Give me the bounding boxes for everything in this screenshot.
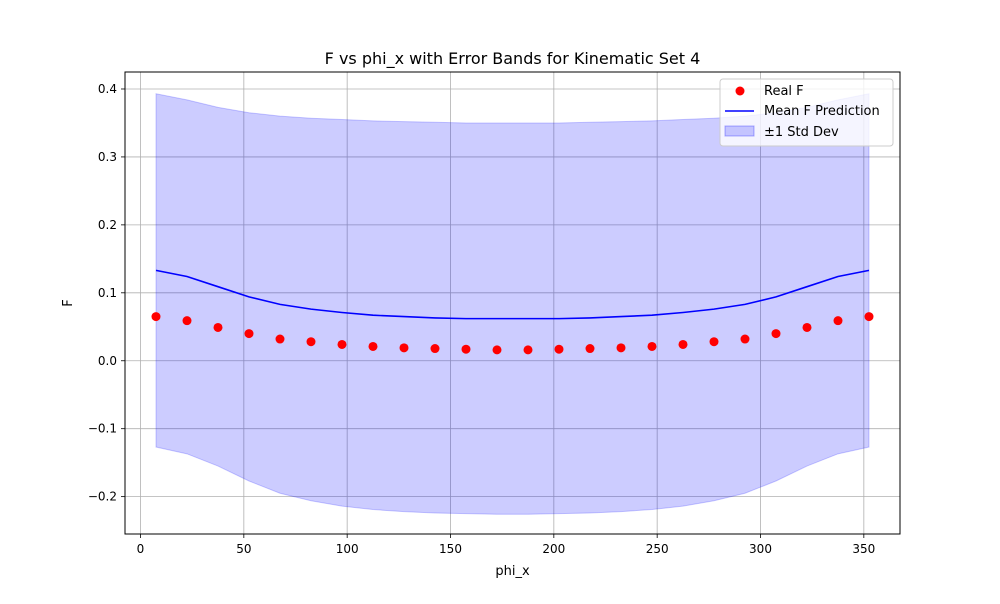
- y-tick-label: 0.4: [98, 82, 117, 96]
- real-f-point: [461, 344, 471, 354]
- legend-box: [719, 78, 894, 147]
- y-tick-label: −0.1: [88, 422, 117, 436]
- x-tick-label: 350: [852, 542, 875, 556]
- std-band-layer: [155, 93, 870, 515]
- real-f-point: [864, 312, 874, 322]
- y-axis-label: F: [61, 299, 76, 306]
- mean-prediction-line: [155, 269, 870, 320]
- legend: Real F Mean F Prediction ±1 Std Dev: [719, 78, 894, 147]
- real-f-point: [399, 343, 409, 353]
- x-tick-label: 200: [542, 542, 565, 556]
- x-tick-label: 300: [749, 542, 772, 556]
- y-tick-label: 0.3: [98, 150, 117, 164]
- x-tick-label: 150: [439, 542, 462, 556]
- real-f-point: [554, 344, 564, 354]
- real-f-point: [709, 337, 719, 347]
- real-f-point: [430, 344, 440, 354]
- y-tick-label: 0.2: [98, 218, 117, 232]
- real-points-layer: [151, 312, 874, 355]
- real-f-point: [275, 334, 285, 344]
- legend-real-f-marker: [735, 86, 745, 96]
- legend-real-f-label: Real F: [764, 84, 804, 99]
- legend-mean-label: Mean F Prediction: [764, 104, 880, 119]
- legend-band-marker: [724, 125, 755, 137]
- real-f-point: [647, 341, 657, 351]
- y-tick-label: 0.1: [98, 286, 117, 300]
- real-f-point: [337, 339, 347, 349]
- x-tick-label: 50: [236, 542, 251, 556]
- real-f-point: [802, 322, 812, 332]
- real-f-point: [523, 345, 533, 355]
- real-f-point: [833, 316, 843, 326]
- real-f-point: [616, 343, 626, 353]
- real-f-point: [244, 329, 254, 339]
- x-axis-label: phi_x: [495, 564, 530, 579]
- real-f-point: [678, 339, 688, 349]
- real-f-point: [740, 334, 750, 344]
- x-tick-label: 250: [646, 542, 669, 556]
- real-f-point: [585, 344, 595, 354]
- grid: [125, 72, 900, 534]
- axis-ticks: 0 50 100 150 200 250 300 350 −0.2 −0.1 0.0 0.1 0.2 0.…: [88, 82, 875, 556]
- real-f-point: [151, 312, 161, 322]
- x-tick-label: 0: [137, 542, 145, 556]
- legend-band-label: ±1 Std Dev: [764, 125, 839, 140]
- y-tick-label: −0.2: [88, 490, 117, 504]
- plot-frame: [124, 71, 901, 535]
- y-tick-label: 0.0: [98, 354, 117, 368]
- real-f-point: [492, 345, 502, 355]
- chart-title: F vs phi_x with Error Bands for Kinemati…: [325, 49, 701, 69]
- std-dev-band: [155, 93, 870, 515]
- real-f-point: [368, 341, 378, 351]
- real-f-point: [306, 337, 316, 347]
- x-tick-label: 100: [336, 542, 359, 556]
- mean-line-layer: [155, 269, 870, 320]
- real-f-point: [771, 329, 781, 339]
- real-f-point: [213, 322, 223, 332]
- real-f-point: [182, 316, 192, 326]
